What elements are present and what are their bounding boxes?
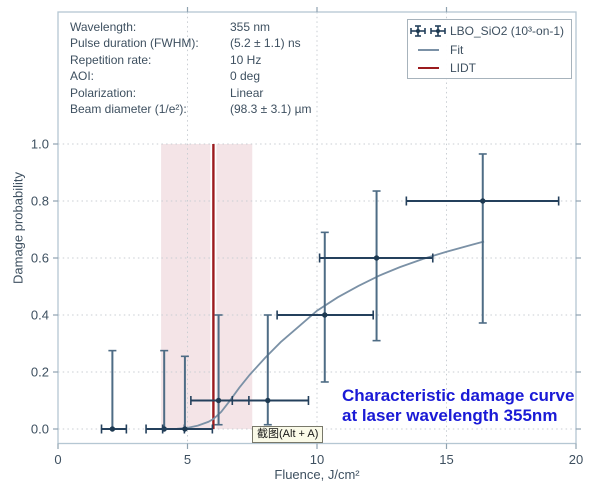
errorbar-glyphs [410, 25, 446, 38]
info-value: (98.3 ± 3.1) µm [230, 102, 312, 117]
y-tick-label: 0.4 [31, 308, 49, 323]
data-point-marker [109, 426, 116, 432]
chart-legend: LBO_SiO2 (10³-on-1) Fit LIDT [407, 19, 572, 79]
data-point-marker [373, 255, 380, 261]
y-tick-label: 0.0 [31, 422, 49, 437]
data-point-marker [480, 198, 486, 204]
y-tick-label: 0.8 [31, 194, 49, 209]
x-tick-label: 0 [54, 452, 61, 467]
info-row: Polarization: Linear [70, 85, 312, 101]
info-value: Linear [230, 85, 264, 100]
damage-curve-annotation: Characteristic damage curve at laser wav… [342, 386, 574, 426]
y-tick-label: 0.6 [31, 251, 49, 266]
fit-line-icon [408, 48, 448, 51]
measurement-info-panel: Wavelength: 355 nm Pulse duration (FWHM):… [70, 19, 312, 117]
info-value: 355 nm [230, 20, 271, 34]
info-label: Beam diameter (1/e²): [70, 102, 187, 117]
x-tick-label: 10 [310, 452, 324, 467]
info-value: 0 deg [230, 69, 261, 84]
info-row: Beam diameter (1/e²): (98.3 ± 3.1) µm [70, 101, 312, 117]
data-point-marker [265, 397, 271, 404]
data-point-marker [182, 426, 188, 432]
legend-item-fit: Fit [408, 41, 571, 60]
info-label: Repetition rate: [70, 52, 152, 67]
info-label: AOI: [70, 69, 95, 84]
info-label: Wavelength: [70, 20, 137, 34]
lidt-line-icon [408, 67, 448, 70]
legend-item-data: LBO_SiO2 (10³-on-1) [408, 22, 571, 41]
info-value: (5.2 ± 1.1) ns [230, 36, 301, 51]
x-tick-label: 15 [439, 452, 453, 467]
x-tick-label: 20 [569, 452, 583, 467]
info-row: Pulse duration (FWHM): (5.2 ± 1.1) ns [70, 35, 312, 51]
info-row: AOI: 0 deg [70, 68, 312, 84]
y-tick-label: 1.0 [31, 137, 49, 152]
annotation-line-1: Characteristic damage curve [342, 386, 575, 405]
legend-label: LIDT [450, 61, 477, 76]
y-axis-title: Damage probability [10, 171, 26, 285]
fit-curve [177, 240, 485, 430]
info-label: Polarization: [70, 85, 137, 100]
errorbar-marker-icon [408, 24, 448, 38]
info-row: Wavelength: 355 nm [70, 19, 312, 35]
info-row: Repetition rate: 10 Hz [70, 52, 312, 68]
x-tick-label: 5 [184, 452, 191, 467]
data-point-marker [322, 312, 328, 318]
x-axis-title: Fluence, J/cm² [274, 467, 360, 482]
info-value: 10 Hz [230, 52, 262, 67]
annotation-line-2: at laser wavelength 355nm [342, 406, 558, 425]
y-tick-label: 0.2 [31, 365, 49, 380]
legend-label: Fit [450, 42, 464, 57]
data-point-marker [215, 397, 222, 404]
info-label: Pulse duration (FWHM): [70, 36, 199, 51]
lidt-uncertainty-band [161, 144, 253, 429]
legend-item-lidt: LIDT [408, 59, 571, 78]
screenshot-tool-button[interactable]: 截图(Alt + A) [252, 426, 324, 443]
legend-label: LBO_SiO2 (10³-on-1) [450, 24, 565, 39]
